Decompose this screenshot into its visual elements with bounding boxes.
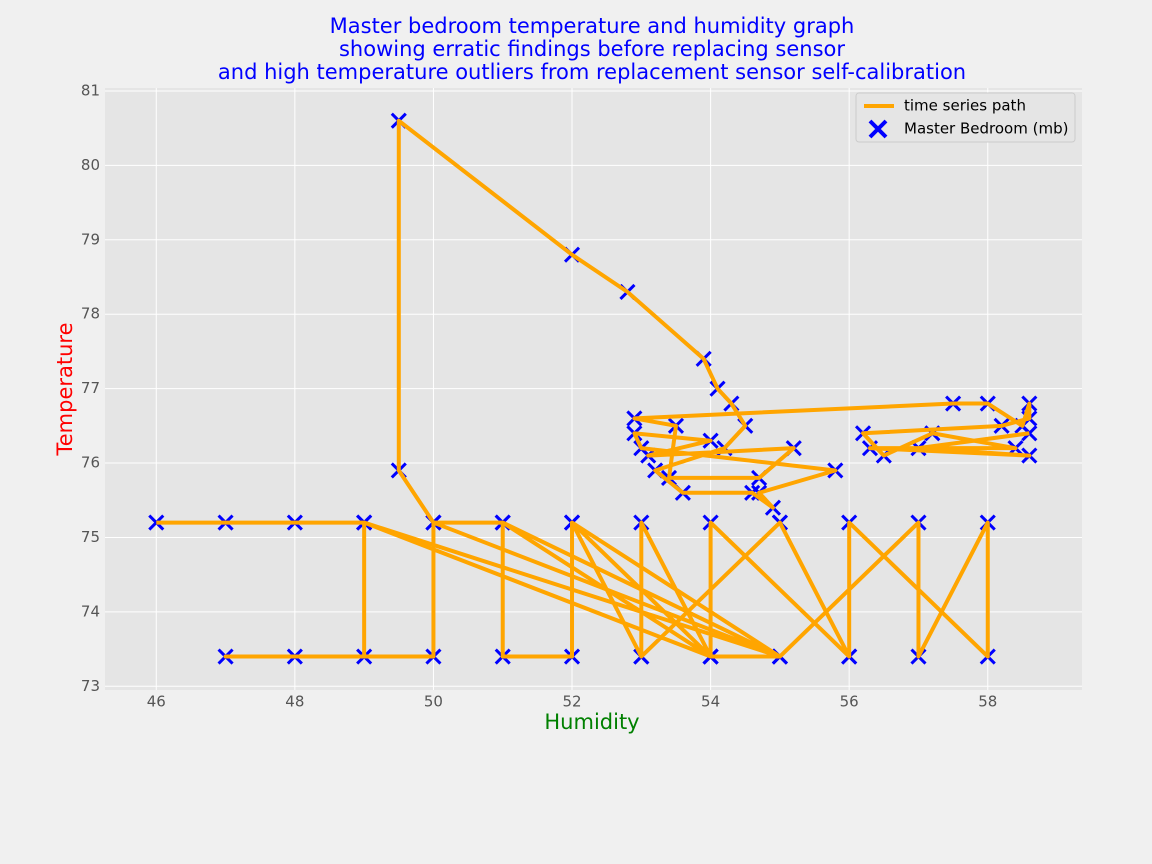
y-tick-label: 74 — [81, 602, 100, 620]
scatter-point — [148, 514, 165, 531]
legend-box — [855, 92, 1076, 143]
y-tick-label: 79 — [81, 230, 100, 248]
y-tick-label: 75 — [81, 528, 100, 546]
y-tick-label: 76 — [81, 454, 100, 472]
x-tick-label: 48 — [285, 693, 304, 711]
x-axis-label: Humidity — [544, 710, 639, 734]
chart-title: Master bedroom temperature and humidity … — [330, 14, 855, 38]
legend-label: Master Bedroom (mb) — [904, 120, 1068, 138]
y-tick-label: 73 — [81, 677, 100, 695]
x-tick-label: 58 — [978, 693, 997, 711]
y-tick-label: 80 — [81, 156, 100, 174]
chart-title: showing erratic findings before replacin… — [339, 37, 845, 61]
x-tick-label: 54 — [701, 693, 720, 711]
scatter-point — [1021, 425, 1038, 442]
y-tick-label: 77 — [81, 379, 100, 397]
line-path — [156, 118, 1032, 659]
x-tick-label: 56 — [840, 693, 859, 711]
legend-marker — [868, 119, 888, 139]
x-tick-label: 52 — [562, 693, 581, 711]
legend-label: time series path — [904, 97, 1026, 115]
y-tick-label: 78 — [81, 305, 100, 323]
y-axis-label: Temperature — [53, 322, 77, 456]
x-tick-label: 50 — [424, 693, 443, 711]
x-tick-label: 46 — [147, 693, 166, 711]
chart-title: and high temperature outliers from repla… — [218, 60, 966, 84]
y-tick-label: 81 — [81, 81, 100, 99]
